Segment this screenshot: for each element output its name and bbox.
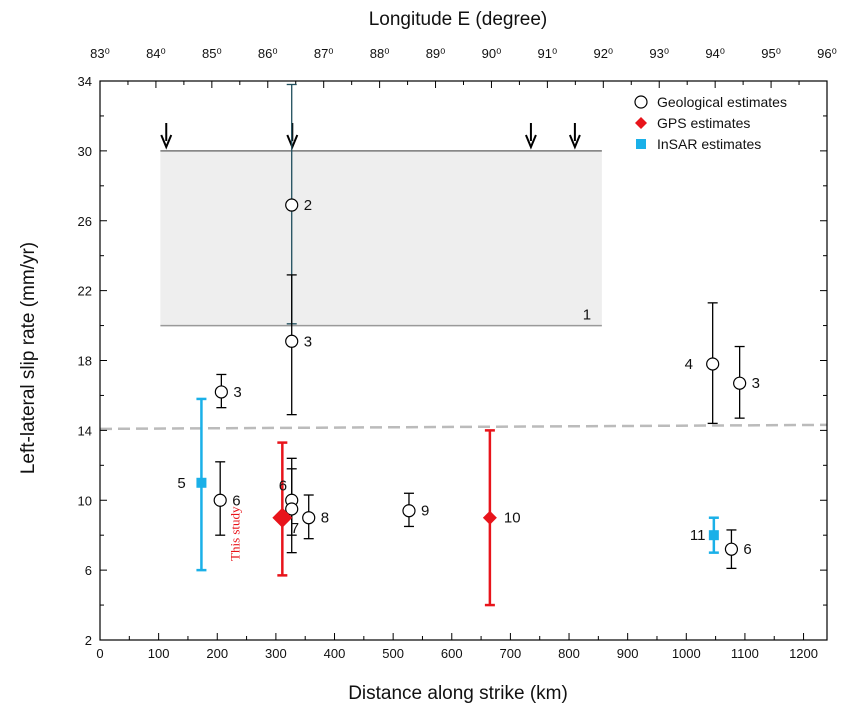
legend-label: GPS estimates (657, 115, 750, 131)
x-tick-label: 1100 (731, 646, 759, 661)
x-tick-label: 300 (265, 646, 287, 661)
geological-point (285, 334, 299, 348)
point-label: 5 (177, 475, 185, 492)
point-label: 3 (304, 333, 312, 350)
x2-tick-label: 84⁰ (146, 46, 166, 61)
y-tick-label: 26 (78, 214, 92, 229)
geological-point (733, 376, 747, 390)
this-study-label: This study (227, 506, 242, 561)
geological-point (285, 198, 299, 212)
y-tick-label: 34 (78, 74, 92, 89)
x-tick-label: 700 (500, 646, 522, 661)
point-label: 9 (421, 503, 429, 520)
legend-marker-circle (634, 95, 648, 109)
legend-marker-square (636, 139, 646, 149)
point-label: 6 (279, 477, 287, 494)
gps-point (272, 507, 293, 528)
point-label: 8 (321, 510, 329, 527)
point-label: 4 (685, 356, 693, 373)
geological-point (706, 357, 720, 371)
x2-tick-label: 86⁰ (258, 46, 278, 61)
x-tick-label: 100 (148, 646, 170, 661)
arrow-head (524, 134, 537, 150)
arrow-head (568, 134, 581, 150)
point-label: 6 (232, 492, 240, 509)
x-tick-label: 500 (382, 646, 404, 661)
geological-point (402, 504, 416, 518)
legend-marker-diamond (635, 117, 647, 129)
y-tick-label: 22 (78, 284, 92, 299)
arrow-head (160, 134, 173, 150)
x2-tick-label: 92⁰ (593, 46, 613, 61)
y-tick-label: 2 (85, 633, 92, 648)
x-tick-label: 1200 (789, 646, 818, 661)
x2-tick-label: 83⁰ (90, 46, 110, 61)
point-label: 7 (291, 520, 299, 537)
y-tick-label: 6 (85, 563, 92, 578)
y-tick-label: 18 (78, 354, 92, 369)
geological-point (724, 542, 739, 556)
shaded-region (160, 150, 602, 326)
y-tick-label: 14 (78, 423, 92, 438)
x2-tick-label: 90⁰ (482, 46, 502, 61)
geological-point (214, 385, 228, 399)
x-tick-label: 200 (206, 646, 228, 661)
x2-tick-label: 95⁰ (761, 46, 781, 61)
point-label: 3 (752, 375, 760, 392)
x2-tick-label: 94⁰ (705, 46, 725, 61)
shaded-region-label: 1 (583, 307, 591, 324)
x-tick-label: 900 (617, 646, 639, 661)
bottom-axis-title: Distance along strike (km) (348, 683, 568, 704)
x2-tick-label: 88⁰ (370, 46, 390, 61)
x2-tick-label: 89⁰ (426, 46, 446, 61)
insar-point (708, 530, 719, 541)
point-label: 6 (743, 541, 751, 558)
x2-tick-label: 91⁰ (538, 46, 558, 61)
x-tick-label: 0 (96, 646, 103, 661)
x2-tick-label: 93⁰ (649, 46, 669, 61)
x-tick-label: 400 (324, 646, 346, 661)
y-axis-title: Left-lateral slip rate (mm/yr) (18, 242, 39, 474)
x-tick-label: 1000 (672, 646, 701, 661)
point-label: 2 (304, 197, 312, 214)
insar-point (196, 477, 207, 488)
reference-dashed-line (99, 423, 828, 431)
geological-point (213, 493, 227, 507)
x2-tick-label: 96⁰ (817, 46, 837, 61)
geological-point (285, 502, 299, 516)
x-tick-label: 800 (558, 646, 580, 661)
y-tick-label: 10 (78, 493, 92, 508)
point-label: 11 (690, 527, 706, 544)
gps-point (482, 510, 497, 525)
top-axis-title: Longitude E (degree) (369, 9, 548, 30)
point-label: 10 (504, 510, 521, 527)
x-tick-label: 600 (441, 646, 463, 661)
geological-point (302, 511, 316, 525)
x2-tick-label: 87⁰ (314, 46, 334, 61)
legend-label: InSAR estimates (657, 136, 761, 152)
legend-label: Geological estimates (657, 94, 787, 110)
point-label: 3 (233, 384, 241, 401)
x2-tick-label: 85⁰ (202, 46, 222, 61)
y-tick-label: 30 (78, 144, 92, 159)
